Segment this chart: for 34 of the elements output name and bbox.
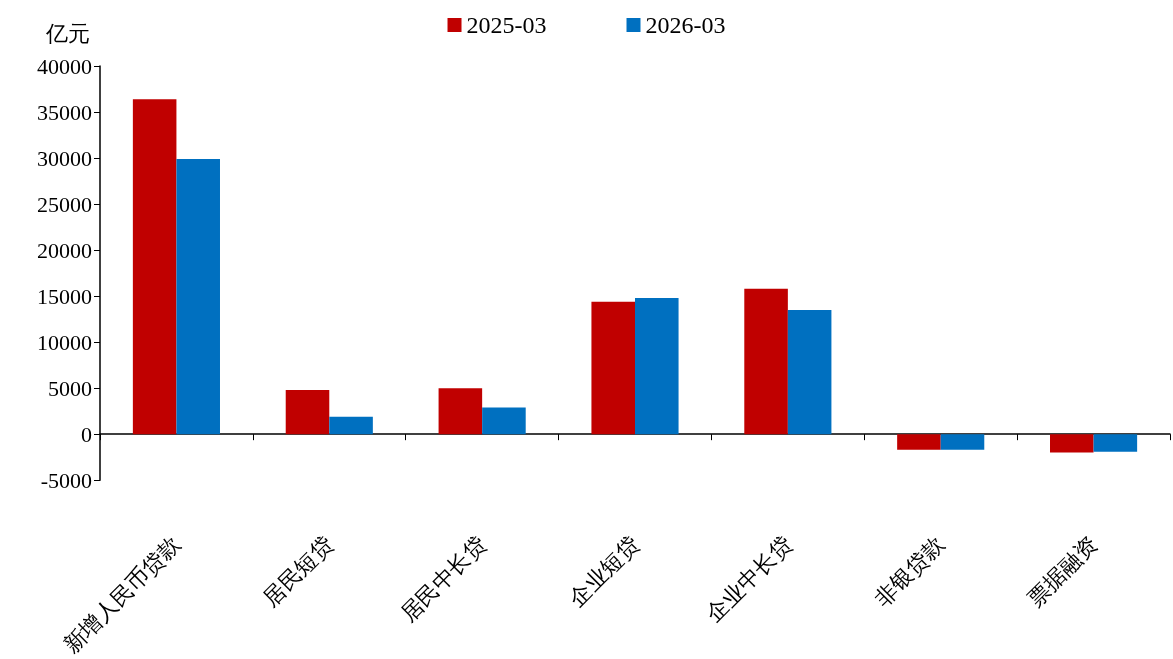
bar bbox=[635, 297, 679, 435]
bar bbox=[329, 416, 373, 435]
y-axis-title: 亿元 bbox=[45, 20, 90, 46]
x-tick-label: 企业中长贷 bbox=[701, 531, 797, 627]
y-tick-label: 30000 bbox=[37, 145, 92, 171]
bar bbox=[744, 288, 788, 435]
y-tick-label: -5000 bbox=[40, 467, 92, 493]
y-tick-label: 15000 bbox=[37, 283, 92, 309]
y-tick-label: 40000 bbox=[37, 53, 92, 79]
bar bbox=[897, 434, 941, 450]
x-tick-label: 票据融资 bbox=[1022, 531, 1103, 612]
bar bbox=[1050, 434, 1094, 453]
x-tick-label: 非银贷款 bbox=[869, 531, 950, 612]
x-tick-label: 企业短贷 bbox=[563, 531, 644, 612]
y-tick-label: 5000 bbox=[48, 375, 92, 401]
y-tick-label: 10000 bbox=[37, 329, 92, 355]
bar bbox=[285, 390, 330, 435]
bar bbox=[940, 434, 985, 450]
bar bbox=[438, 388, 483, 435]
y-tick-label: 0 bbox=[81, 421, 92, 447]
bar bbox=[1093, 434, 1138, 452]
x-tick-label: 居民中长贷 bbox=[395, 531, 491, 627]
x-tick-label: 新增人民币贷款 bbox=[58, 531, 186, 658]
bar bbox=[591, 301, 635, 435]
bar bbox=[176, 158, 220, 435]
legend-label: 2026-03 bbox=[645, 12, 726, 38]
bar bbox=[787, 309, 832, 435]
y-tick-label: 20000 bbox=[37, 237, 92, 263]
x-tick-label: 居民短贷 bbox=[258, 531, 339, 612]
legend-label: 2025-03 bbox=[466, 12, 547, 38]
bar bbox=[482, 407, 526, 435]
bar bbox=[132, 99, 177, 435]
y-tick-label: 25000 bbox=[37, 191, 92, 217]
y-tick-label: 35000 bbox=[37, 99, 92, 125]
